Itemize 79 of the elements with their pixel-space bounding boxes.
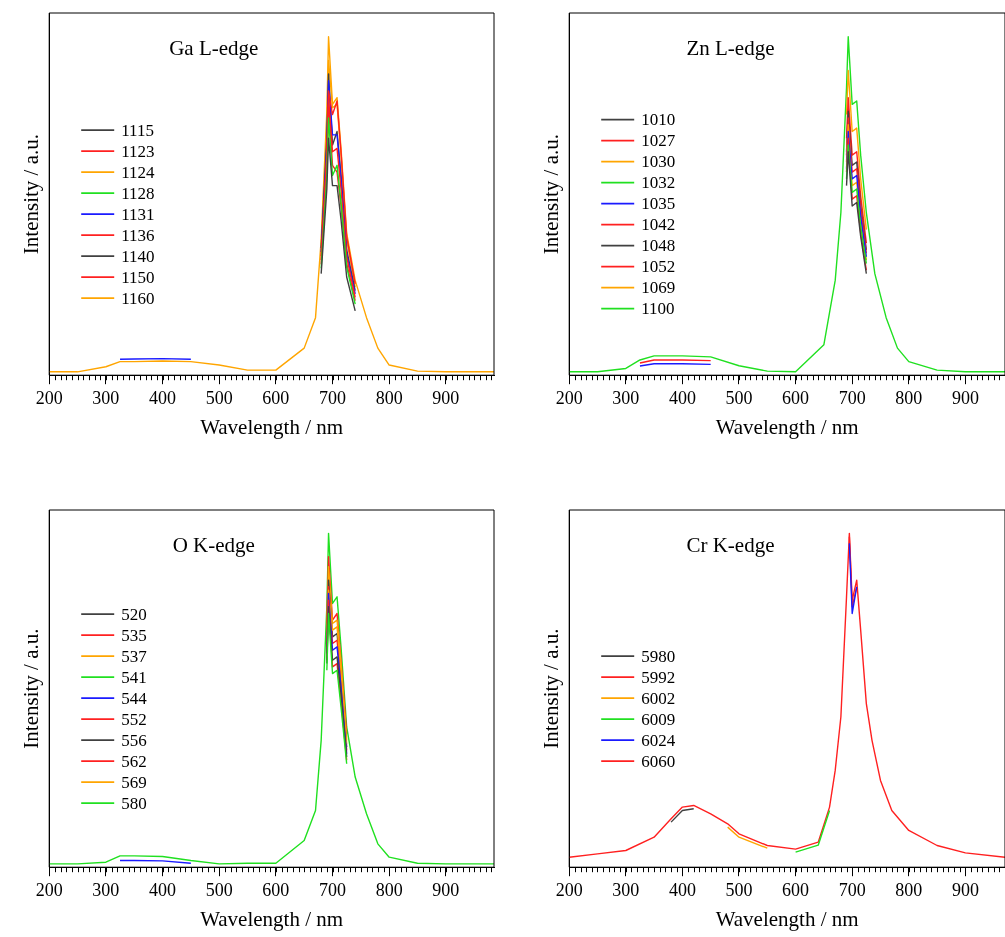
chart-title: O K-edge — [172, 532, 255, 557]
x-tick-label: 700 — [838, 387, 866, 408]
x-tick-label: 400 — [149, 879, 177, 900]
legend-label: 580 — [121, 793, 147, 813]
x-tick-label: 700 — [319, 879, 347, 900]
legend-label: 1069 — [641, 278, 676, 298]
legend-label: 6024 — [641, 730, 676, 750]
x-tick-label: 300 — [612, 387, 640, 408]
x-tick-label: 600 — [782, 879, 810, 900]
chart-title: Ga L-edge — [169, 35, 259, 60]
x-tick-label: 900 — [951, 387, 979, 408]
x-tick-label: 800 — [895, 387, 923, 408]
x-tick-label: 200 — [555, 879, 583, 900]
legend-label: 6009 — [641, 709, 676, 729]
x-tick-label: 200 — [35, 387, 63, 408]
legend-label: 5980 — [641, 646, 676, 666]
chart-title: Zn L-edge — [686, 35, 775, 60]
legend-label: 1048 — [641, 236, 676, 256]
x-tick-label: 700 — [319, 387, 347, 408]
legend-label: 562 — [121, 751, 147, 771]
x-tick-label: 800 — [375, 387, 403, 408]
legend-label: 1131 — [121, 204, 155, 224]
x-axis-title: Wavelength / nm — [200, 906, 344, 931]
legend-label: 1042 — [641, 215, 676, 235]
legend-label: 1032 — [641, 173, 676, 193]
legend-label: 1035 — [641, 194, 676, 214]
x-tick-label: 500 — [205, 879, 233, 900]
x-tick-label: 900 — [432, 879, 460, 900]
chart-title: Cr K-edge — [686, 532, 775, 557]
y-axis-title: Intensity / a.u. — [539, 134, 564, 255]
legend-label: 1136 — [121, 225, 155, 245]
x-tick-label: 300 — [92, 879, 120, 900]
legend-label: 1128 — [121, 183, 155, 203]
x-tick-label: 400 — [668, 387, 696, 408]
legend-label: 520 — [121, 604, 147, 624]
x-tick-label: 900 — [432, 387, 460, 408]
legend-label: 541 — [121, 667, 147, 687]
legend-label: 556 — [121, 730, 147, 750]
x-axis-title: Wavelength / nm — [200, 414, 344, 439]
x-tick-label: 600 — [262, 387, 290, 408]
x-tick-label: 500 — [725, 387, 753, 408]
legend-label: 535 — [121, 625, 147, 645]
legend-label: 5992 — [641, 667, 676, 687]
legend-label: 552 — [121, 709, 147, 729]
legend-label: 544 — [121, 688, 148, 708]
x-tick-label: 600 — [782, 387, 810, 408]
legend-label: 1150 — [121, 267, 155, 287]
x-tick-label: 900 — [951, 879, 979, 900]
x-tick-label: 300 — [612, 879, 640, 900]
legend-label: 6002 — [641, 688, 676, 708]
x-axis-title: Wavelength / nm — [715, 906, 859, 931]
y-axis-title: Intensity / a.u. — [539, 628, 564, 749]
x-tick-label: 500 — [205, 387, 233, 408]
x-tick-label: 400 — [149, 387, 177, 408]
legend-label: 1027 — [641, 131, 676, 151]
legend-label: 1140 — [121, 246, 155, 266]
y-axis-title: Intensity / a.u. — [19, 628, 44, 749]
x-tick-label: 500 — [725, 879, 753, 900]
legend-label: 1052 — [641, 257, 676, 277]
legend-label: 6060 — [641, 751, 676, 771]
legend-label: 1123 — [121, 141, 155, 161]
x-tick-label: 700 — [838, 879, 866, 900]
x-tick-label: 200 — [35, 879, 63, 900]
legend-label: 1030 — [641, 152, 676, 172]
y-axis-title: Intensity / a.u. — [19, 134, 44, 255]
x-tick-label: 800 — [375, 879, 403, 900]
legend-label: 1010 — [641, 110, 676, 130]
legend-label: 537 — [121, 646, 148, 666]
x-tick-label: 300 — [92, 387, 120, 408]
legend-label: 1160 — [121, 288, 155, 308]
legend-label: 1100 — [641, 299, 675, 319]
legend-label: 569 — [121, 772, 147, 792]
x-tick-label: 400 — [668, 879, 696, 900]
x-tick-label: 200 — [555, 387, 583, 408]
x-tick-label: 800 — [895, 879, 923, 900]
x-tick-label: 600 — [262, 879, 290, 900]
legend-label: 1124 — [121, 162, 156, 182]
x-axis-title: Wavelength / nm — [715, 414, 859, 439]
legend-label: 1115 — [121, 120, 154, 140]
